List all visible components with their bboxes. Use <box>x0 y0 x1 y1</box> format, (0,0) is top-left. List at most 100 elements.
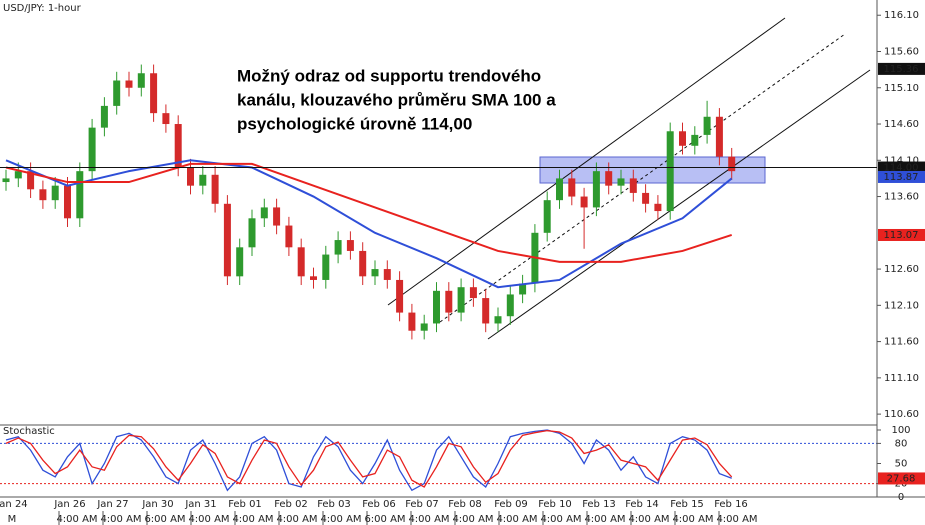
candle-body <box>248 218 256 248</box>
candle-body <box>236 247 244 277</box>
candle-body <box>580 196 588 208</box>
chart-title: USD/JPY: 1-hour <box>3 3 82 14</box>
channel-lower <box>487 69 871 340</box>
candle-body <box>14 171 22 179</box>
annotation: kanálu, klouzavého průměru SMA 100 a <box>237 90 556 109</box>
candle-body <box>297 247 305 277</box>
y-tick-label: 114.60 <box>884 119 919 130</box>
candle-body <box>715 116 723 157</box>
stochastic-line <box>5 430 733 488</box>
x-date-label: Jan 26 <box>53 499 85 510</box>
candle-body <box>617 178 625 186</box>
candle-body <box>482 298 490 324</box>
x-date-label: Feb 08 <box>448 499 482 510</box>
x-date-label: Jan 24 <box>0 499 28 510</box>
candle-body <box>408 312 416 331</box>
candle-body <box>100 105 108 128</box>
x-date-label: Feb 06 <box>362 499 396 510</box>
candle-body <box>285 225 293 248</box>
y-tick-label: 112.60 <box>884 264 919 275</box>
x-date-label: Feb 14 <box>625 499 659 510</box>
candle-body <box>519 283 527 295</box>
candle-body <box>273 207 281 226</box>
y-tick-label: 112.10 <box>884 300 919 311</box>
candle-body <box>445 290 453 313</box>
x-time-label: 4:00 AM <box>496 514 537 525</box>
stochastic-last-box <box>878 472 925 485</box>
candle-body <box>125 80 133 88</box>
candle-body <box>187 167 194 186</box>
price-label-box <box>878 170 925 183</box>
price-label: 113.07 <box>884 230 919 241</box>
candle-body <box>703 116 711 135</box>
title-box <box>0 0 94 14</box>
y-tick-label: 110.60 <box>884 409 919 420</box>
candle-body <box>728 156 736 172</box>
moving-average <box>5 159 733 289</box>
annotation: psychologické úrovně 114,00 <box>237 114 472 133</box>
y-tick-label: 100 <box>891 425 910 436</box>
x-time-label: 4:00 AM <box>540 514 581 525</box>
x-date-label: Feb 01 <box>228 499 262 510</box>
x-time-label: 4:00 AM <box>188 514 229 525</box>
price-label: 115.36 <box>884 64 919 75</box>
y-tick-label: 115.60 <box>884 46 919 57</box>
price-label: 113.87 <box>884 172 919 183</box>
x-time-label: 6:00 AM <box>144 514 185 525</box>
x-time-label: 4:00 AM <box>452 514 493 525</box>
x-time-label: 4:00 AM <box>628 514 669 525</box>
candle-body <box>211 174 219 204</box>
x-time-label: 4:00 AM <box>584 514 625 525</box>
price-label-box <box>878 161 925 174</box>
price-label: 114.00 <box>884 163 919 174</box>
annotation: Možný odraz od supportu trendového <box>237 66 541 85</box>
candle-body <box>174 124 182 168</box>
x-date-label: Feb 07 <box>405 499 439 510</box>
moving-average <box>5 162 733 263</box>
candle-body <box>592 171 600 208</box>
x-date-label: Jan 27 <box>96 499 128 510</box>
candle-body <box>605 171 613 186</box>
candle-body <box>629 178 637 193</box>
stochastic-title: Stochastic <box>3 426 55 437</box>
candle-body <box>76 171 84 219</box>
y-tick-label: 80 <box>895 438 908 449</box>
price-label-box <box>878 62 925 75</box>
x-date-label: Jan 31 <box>184 499 216 510</box>
candle-body <box>51 185 59 201</box>
candle-body <box>137 73 145 88</box>
candle-body <box>543 200 551 233</box>
y-tick-label: 113.60 <box>884 192 919 203</box>
x-date-label: Feb 16 <box>714 499 748 510</box>
candle-body <box>642 192 650 204</box>
candle-body <box>371 269 379 277</box>
candle-body <box>469 287 477 299</box>
candle-body <box>88 127 96 172</box>
candle-body <box>113 80 121 106</box>
candle-body <box>199 174 207 186</box>
x-time-label: 4:00 AM <box>232 514 273 525</box>
x-time-label: 4:00 AM <box>56 514 97 525</box>
x-time-label: M <box>8 514 17 525</box>
y-tick-label: 116.10 <box>884 10 919 21</box>
candle-body <box>162 113 170 125</box>
candle-body <box>420 323 428 331</box>
x-time-label: 6:00 AM <box>364 514 405 525</box>
candle-body <box>506 294 514 317</box>
candle-body <box>346 240 354 251</box>
x-time-label: 4:00 AM <box>716 514 757 525</box>
candle-body <box>322 254 330 280</box>
x-time-label: 4:00 AM <box>100 514 141 525</box>
candle-body <box>494 316 502 324</box>
candle-body <box>223 203 231 277</box>
candle-body <box>568 178 576 197</box>
x-time-label: 4:00 AM <box>320 514 361 525</box>
x-time-label: 4:00 AM <box>408 514 449 525</box>
y-tick-label: 111.60 <box>884 337 919 348</box>
candle-body <box>396 279 404 313</box>
candle-body <box>39 189 47 201</box>
candle-body <box>64 185 71 219</box>
x-time-label: 4:00 AM <box>276 514 317 525</box>
y-tick-label: 0 <box>898 492 904 503</box>
